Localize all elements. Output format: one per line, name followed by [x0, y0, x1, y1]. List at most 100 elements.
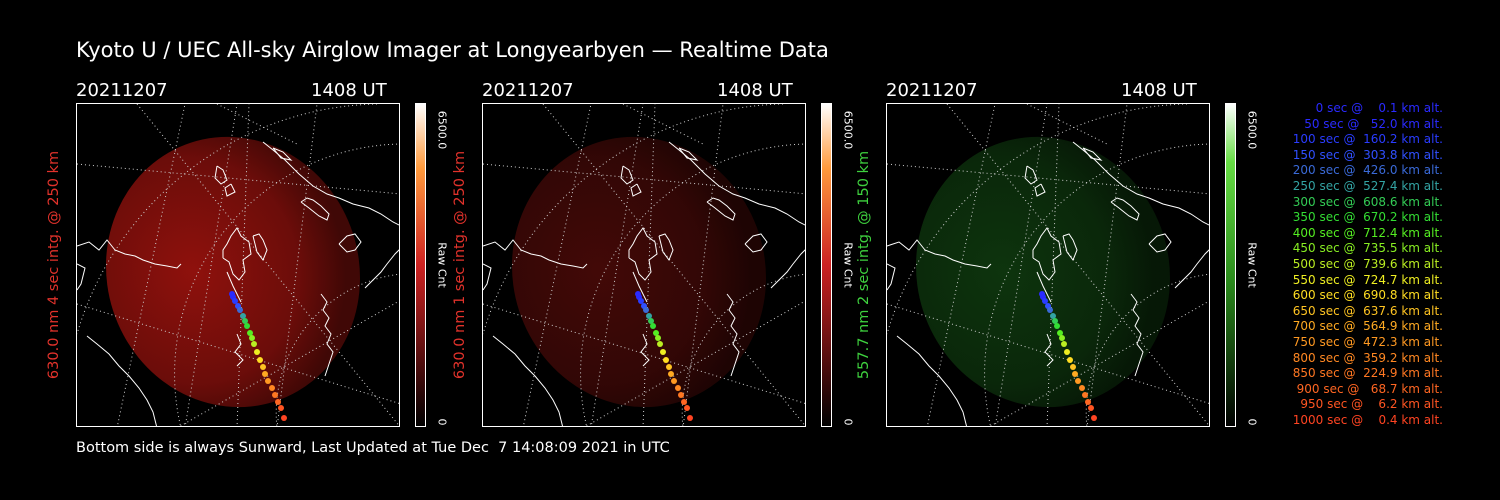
track-point — [1088, 405, 1094, 411]
imager-panel-1: 20211207 1408 UT 630.0 nm 4 sec intg. @ 25… — [46, 80, 496, 440]
track-point — [643, 307, 649, 313]
coastline — [1110, 197, 1140, 221]
track-point — [687, 415, 693, 421]
grid-line — [887, 303, 1209, 404]
legend-row: 800 sec @ 359.2 km alt. — [1288, 350, 1443, 365]
track-point — [1059, 335, 1065, 341]
coastline — [320, 293, 334, 377]
track-point — [655, 335, 661, 341]
coastline — [726, 293, 740, 377]
legend-row: 1000 sec @ 0.4 km alt. — [1292, 412, 1443, 427]
coastline — [86, 335, 158, 426]
panel-date: 20211207 — [482, 80, 574, 101]
track-point — [260, 364, 266, 370]
track-point — [1075, 378, 1081, 384]
legend-row: 300 sec @ 608.6 km alt. — [1288, 194, 1443, 209]
coastline — [1044, 333, 1054, 367]
track-point — [1050, 313, 1056, 319]
legend-row: 250 sec @ 527.4 km alt. — [1288, 178, 1443, 193]
coastline — [658, 233, 674, 262]
imager-panel-2: 20211207 1408 UT 630.0 nm 1 sec intg. @ 25… — [452, 80, 902, 440]
coastline — [1024, 165, 1038, 185]
grid-line — [1086, 104, 1128, 426]
track-point — [1057, 330, 1063, 336]
legend-row: 550 sec @ 724.7 km alt. — [1288, 272, 1443, 287]
legend-row: 700 sec @ 564.9 km alt. — [1288, 319, 1443, 334]
coastline — [887, 239, 992, 269]
track-point — [678, 392, 684, 398]
update-footer: Bottom side is always Sunward, Last Upda… — [76, 440, 670, 456]
track-point — [278, 405, 284, 411]
coastline — [222, 227, 252, 281]
coastline — [632, 271, 648, 303]
panel-time: 1408 UT — [717, 80, 793, 101]
panel-time: 1408 UT — [311, 80, 387, 101]
coastline — [1062, 233, 1078, 262]
track-point — [247, 330, 253, 336]
legend-row: 750 sec @ 472.3 km alt. — [1288, 334, 1443, 349]
track-point — [262, 371, 268, 377]
coastline — [234, 333, 244, 367]
track-point — [646, 313, 652, 319]
track-point — [237, 307, 243, 313]
track-point — [684, 405, 690, 411]
track-point — [668, 371, 674, 377]
track-point — [638, 298, 644, 304]
coastline — [744, 233, 768, 253]
track-point — [1052, 318, 1058, 324]
track-point — [272, 392, 278, 398]
legend-row: 950 sec @ 6.2 km alt. — [1296, 397, 1443, 412]
coastline — [1174, 249, 1209, 289]
legend-row: 400 sec @ 712.4 km alt. — [1288, 225, 1443, 240]
coastline — [706, 197, 736, 221]
track-point — [1064, 349, 1070, 355]
track-point — [663, 357, 669, 363]
airglow-emission — [916, 136, 1170, 408]
legend-row: 350 sec @ 670.2 km alt. — [1288, 210, 1443, 225]
coastline — [887, 263, 896, 291]
grid-line — [590, 104, 644, 426]
track-point — [1091, 415, 1097, 421]
track-point — [660, 349, 666, 355]
track-point — [269, 385, 275, 391]
coastline — [896, 335, 968, 426]
coastline — [1034, 183, 1046, 197]
coastline — [628, 227, 658, 281]
legend-row: 500 sec @ 739.6 km alt. — [1288, 256, 1443, 271]
track-point — [275, 399, 281, 405]
track-point — [240, 313, 246, 319]
grid-line — [276, 104, 318, 426]
legend-row: 150 sec @ 303.8 km alt. — [1288, 147, 1443, 162]
grid-arc — [984, 143, 1209, 426]
panel-date: 20211207 — [886, 80, 978, 101]
track-point — [648, 318, 654, 324]
grid-line — [994, 104, 1048, 426]
grid-line — [216, 104, 298, 145]
legend-row: 850 sec @ 224.9 km alt. — [1288, 366, 1443, 381]
track-point — [257, 357, 263, 363]
coastline — [300, 197, 330, 221]
track-point — [251, 341, 257, 347]
coastline — [492, 335, 564, 426]
track-point — [1072, 371, 1078, 377]
grid-arc — [580, 143, 805, 426]
grid-arc — [174, 143, 399, 426]
track-point — [249, 335, 255, 341]
track-point — [1047, 307, 1053, 313]
legend-row: 50 sec @ 52.0 km alt. — [1296, 116, 1443, 131]
grid-line — [1026, 104, 1108, 145]
legend-row: 0 sec @ 0.1 km alt. — [1304, 101, 1443, 115]
track-point — [281, 415, 287, 421]
track-point — [675, 385, 681, 391]
track-point — [244, 323, 250, 329]
legend-row: 600 sec @ 690.8 km alt. — [1288, 288, 1443, 303]
track-point — [1082, 392, 1088, 398]
grid-line — [483, 303, 805, 404]
coastline — [770, 249, 805, 289]
grid-line — [542, 104, 805, 426]
track-point — [666, 364, 672, 370]
coastline — [214, 165, 228, 185]
coastline — [483, 263, 492, 291]
grid-line — [179, 300, 399, 426]
coastline — [483, 239, 588, 269]
